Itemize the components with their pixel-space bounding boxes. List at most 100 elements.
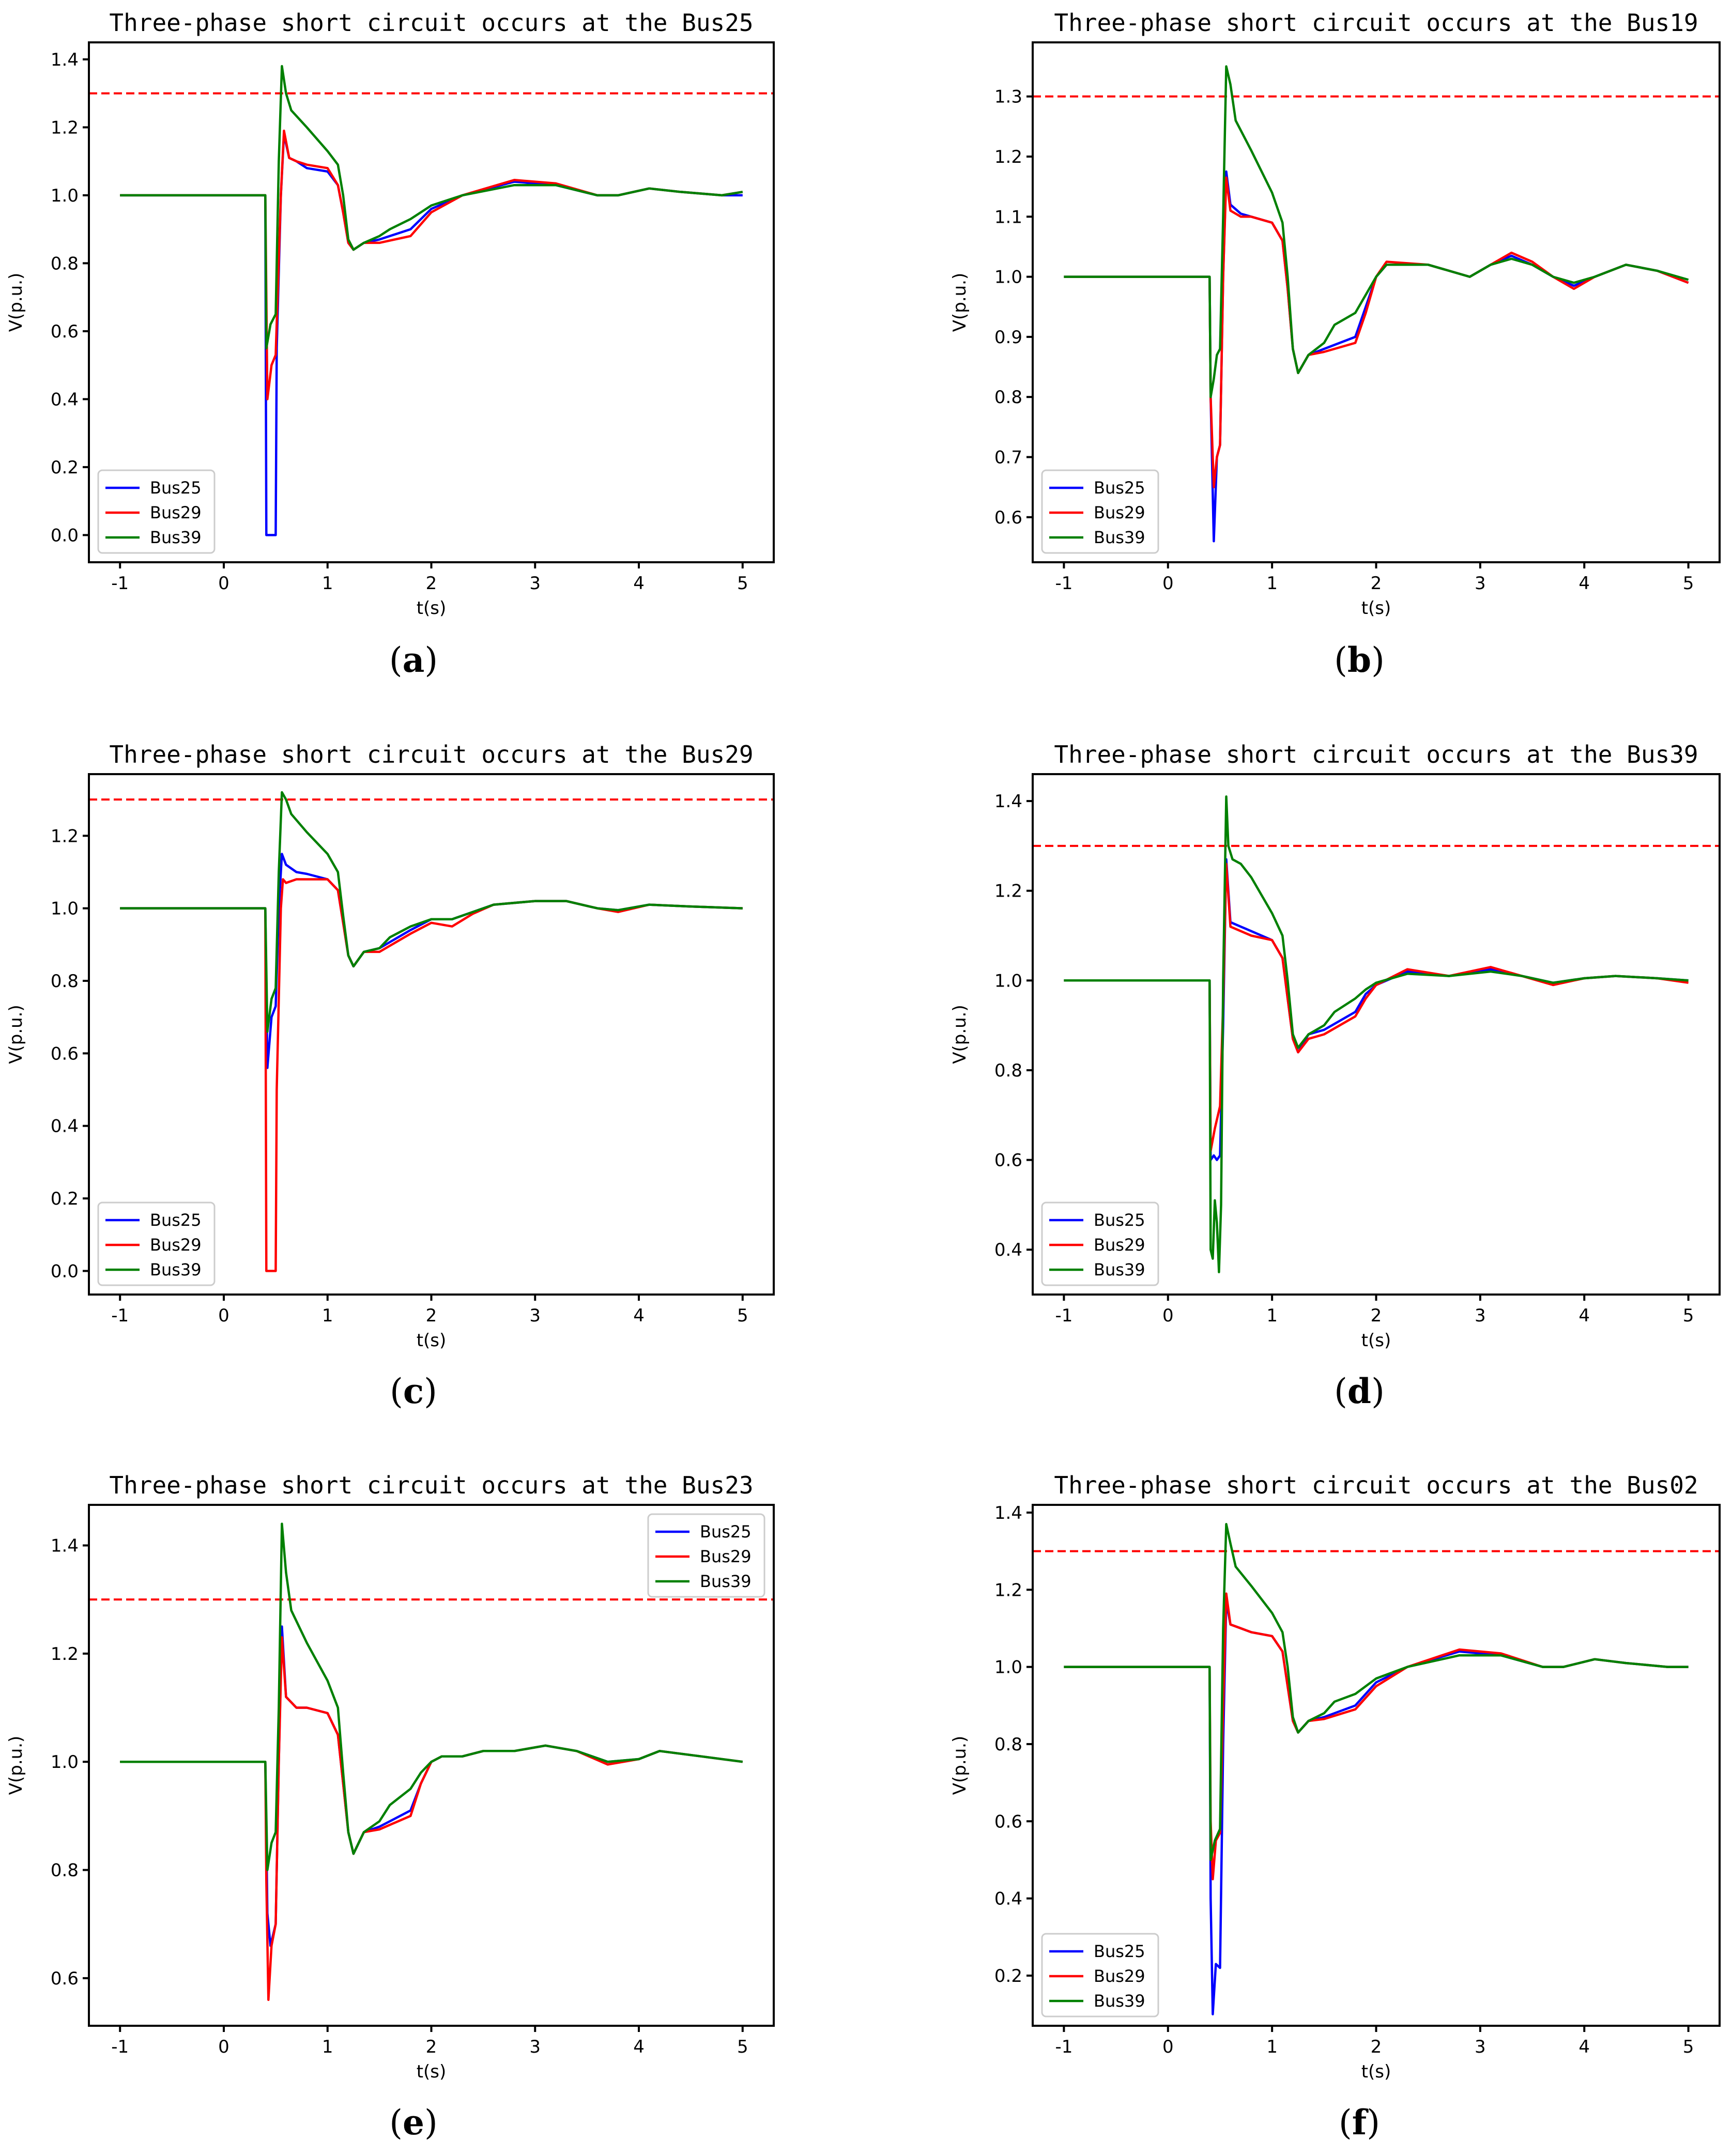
x-tick-label: 0 [218, 1305, 229, 1326]
x-tick-label: -1 [111, 573, 129, 594]
x-tick-label: 0 [218, 573, 229, 594]
legend: Bus25 Bus29 Bus39 [1041, 469, 1159, 554]
legend-label-bus29: Bus29 [150, 503, 202, 522]
x-tick-label: 5 [737, 1305, 748, 1326]
y-tick-label: 1.2 [51, 117, 79, 138]
series-group [120, 791, 743, 1272]
y-tick-label: 1.4 [994, 791, 1022, 812]
x-tick-label: -1 [1055, 1305, 1072, 1326]
chart-panel-a: Three-phase short circuit occurs at the … [6, 9, 775, 619]
legend-label-bus25: Bus25 [1094, 478, 1145, 498]
chart-panel-b: Three-phase short circuit occurs at the … [949, 9, 1721, 619]
x-tick-label: -1 [111, 2037, 129, 2057]
x-tick-label: 4 [633, 573, 645, 594]
x-tick-label: 1 [1266, 573, 1278, 594]
series-group [1064, 795, 1689, 1273]
chart-title: Three-phase short circuit occurs at the … [1054, 1471, 1698, 1499]
y-tick-label: 1.0 [51, 899, 79, 919]
x-tick-label: 4 [1578, 573, 1590, 594]
y-tick-label: 0.4 [51, 389, 79, 410]
panel-label: (d) [1334, 1371, 1385, 1411]
legend-label-bus39: Bus39 [150, 528, 202, 547]
y-tick-label: 0.2 [51, 457, 79, 478]
legend-label-bus39: Bus39 [1094, 1260, 1145, 1280]
y-axis-label: V(p.u.) [6, 273, 26, 332]
x-tick-label: 3 [1475, 573, 1486, 594]
y-tick-label: 1.4 [51, 50, 79, 70]
legend: Bus25 Bus29 Bus39 [97, 1202, 216, 1286]
x-tick-label: 0 [1162, 573, 1174, 594]
x-axis-label: t(s) [417, 598, 447, 619]
legend: Bus25 Bus29 Bus39 [97, 469, 216, 554]
x-tick-label: 3 [529, 2037, 541, 2057]
panel-letter: a [403, 640, 425, 680]
y-tick-label: 0.0 [51, 1261, 79, 1282]
legend: Bus25 Bus29 Bus39 [1041, 1202, 1159, 1286]
y-tick-label: 0.0 [51, 525, 79, 546]
legend-label-bus25: Bus25 [150, 478, 202, 498]
panel-label: (b) [1334, 640, 1385, 680]
panel-letter: e [403, 2102, 424, 2143]
series-line-bus39 [120, 1522, 743, 1871]
legend-label-bus25: Bus25 [700, 1522, 752, 1542]
series-group [120, 65, 743, 536]
y-tick-label: 1.2 [994, 881, 1022, 902]
legend-label-bus39: Bus39 [1094, 528, 1145, 547]
y-tick-label: 1.0 [994, 267, 1022, 288]
series-group [1064, 1523, 1689, 2015]
legend-label-bus29: Bus29 [1094, 1966, 1145, 1986]
x-tick-label: 5 [1683, 1305, 1694, 1326]
x-axis-label: t(s) [1361, 2061, 1391, 2082]
legend-label-bus25: Bus25 [1094, 1942, 1145, 1961]
y-tick-label: 0.4 [994, 1240, 1022, 1260]
x-axis-label: t(s) [417, 2061, 447, 2082]
legend-label-bus39: Bus39 [150, 1260, 202, 1280]
series-group [120, 1522, 743, 2001]
legend-box [97, 469, 216, 554]
y-tick-label: 1.4 [51, 1536, 79, 1557]
panel-label: (e) [389, 2102, 438, 2143]
chart-title: Three-phase short circuit occurs at the … [109, 741, 753, 768]
y-tick-label: 1.2 [994, 147, 1022, 167]
x-tick-label: 2 [426, 573, 437, 594]
x-tick-label: 2 [426, 1305, 437, 1326]
chart-title: Three-phase short circuit occurs at the … [1054, 9, 1698, 37]
y-tick-label: 1.2 [51, 826, 79, 846]
x-axis-label: t(s) [417, 1330, 447, 1351]
x-tick-label: -1 [1055, 2037, 1072, 2057]
x-tick-label: 0 [218, 2037, 229, 2057]
panel-label: (f) [1339, 2102, 1380, 2143]
y-axis-label: V(p.u.) [6, 1005, 26, 1064]
x-tick-label: 1 [322, 573, 333, 594]
y-tick-label: 1.0 [994, 1657, 1022, 1678]
panel-letter: c [403, 1371, 424, 1411]
y-tick-label: 1.2 [51, 1644, 79, 1665]
legend-label-bus25: Bus25 [150, 1210, 202, 1230]
series-line-bus39 [1064, 65, 1689, 398]
x-axis-label: t(s) [1361, 598, 1391, 619]
legend-label-bus29: Bus29 [1094, 1235, 1145, 1255]
y-tick-label: 0.6 [994, 1150, 1022, 1171]
chart-title: Three-phase short circuit occurs at the … [1054, 741, 1698, 768]
x-tick-label: 5 [737, 2037, 748, 2057]
chart-title: Three-phase short circuit occurs at the … [109, 1471, 753, 1499]
legend-label-bus39: Bus39 [1094, 1991, 1145, 2011]
y-axis-label: V(p.u.) [6, 1736, 26, 1795]
x-tick-label: 2 [426, 2037, 437, 2057]
x-tick-label: 1 [1266, 1305, 1278, 1326]
y-tick-label: 0.8 [994, 387, 1022, 408]
x-tick-label: 4 [1578, 2037, 1590, 2057]
x-tick-label: 4 [1578, 1305, 1590, 1326]
chart-panel-f: Three-phase short circuit occurs at the … [949, 1471, 1721, 2082]
legend-box [1041, 469, 1159, 554]
legend-label-bus29: Bus29 [700, 1547, 752, 1566]
legend-box [1041, 1202, 1159, 1286]
y-tick-label: 0.6 [994, 507, 1022, 528]
y-axis-label: V(p.u.) [949, 273, 970, 332]
y-tick-label: 0.2 [51, 1189, 79, 1209]
y-tick-label: 0.6 [51, 1968, 79, 1989]
panel-letter: b [1347, 640, 1371, 680]
x-tick-label: 2 [1371, 573, 1382, 594]
